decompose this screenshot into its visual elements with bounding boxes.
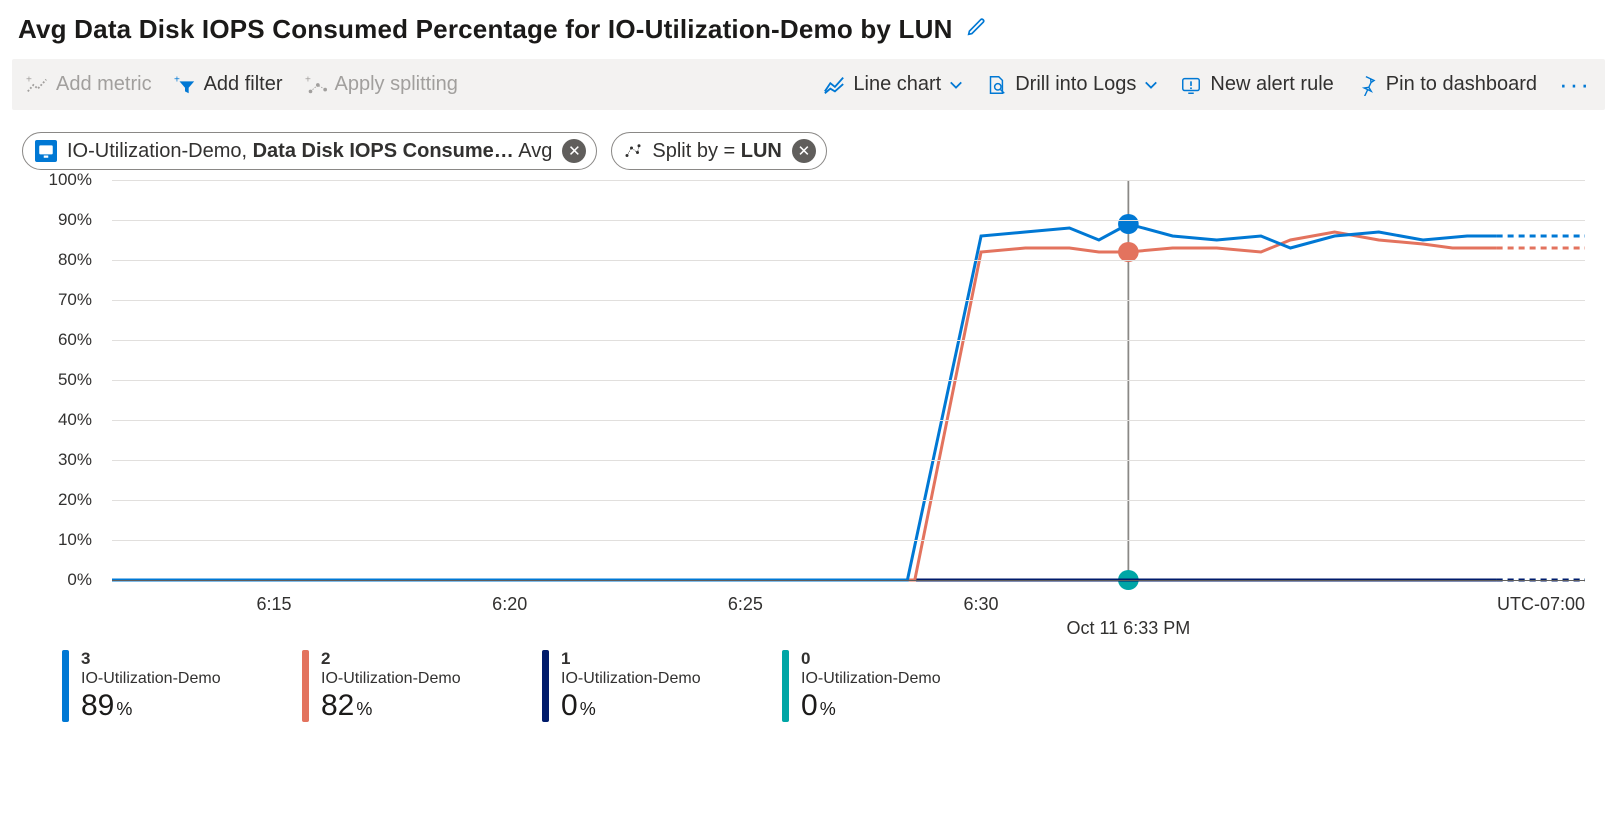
legend-value: 0% (801, 689, 941, 722)
legend-value: 82% (321, 689, 461, 722)
scatter-icon (624, 142, 642, 160)
chevron-down-icon (1144, 78, 1158, 92)
legend-resource-name: IO-Utilization-Demo (81, 669, 221, 690)
new-alert-rule-button[interactable]: New alert rule (1180, 73, 1333, 96)
legend-color-bar (302, 650, 309, 722)
logs-icon (985, 74, 1007, 96)
grid-line (112, 540, 1585, 541)
svg-text:+: + (305, 74, 311, 85)
y-tick-label: 10% (58, 530, 92, 550)
svg-text:+: + (26, 74, 32, 85)
y-tick-label: 30% (58, 450, 92, 470)
legend-value: 0% (561, 689, 701, 722)
x-tick-label: 6:25 (728, 594, 763, 615)
y-tick-label: 90% (58, 210, 92, 230)
plot-area[interactable] (112, 180, 1585, 580)
y-axis: 0%10%20%30%40%50%60%70%80%90%100% (22, 180, 102, 580)
add-metric-icon: + (26, 74, 48, 96)
chevron-down-icon (949, 78, 963, 92)
grid-line (112, 460, 1585, 461)
x-tick-label: 6:15 (256, 594, 291, 615)
add-filter-button[interactable]: + Add filter (174, 73, 283, 96)
grid-line (112, 260, 1585, 261)
pin-to-dashboard-button[interactable]: Pin to dashboard (1356, 73, 1537, 96)
legend-color-bar (782, 650, 789, 722)
timezone-label: UTC-07:00 (1497, 594, 1585, 615)
y-tick-label: 20% (58, 490, 92, 510)
hover-timestamp: Oct 11 6:33 PM (1066, 618, 1190, 639)
more-actions-button[interactable]: ··· (1559, 69, 1591, 100)
legend-item[interactable]: 2IO-Utilization-Demo82% (302, 650, 482, 722)
legend-resource-name: IO-Utilization-Demo (801, 669, 941, 690)
legend-resource-name: IO-Utilization-Demo (561, 669, 701, 690)
x-tick-label: 6:20 (492, 594, 527, 615)
x-axis: UTC-07:00 6:15 6:20 6:25 6:30 Oct 11 6:33 PM (112, 588, 1585, 638)
legend-item[interactable]: 0IO-Utilization-Demo0% (782, 650, 962, 722)
chart-title-row: Avg Data Disk IOPS Consumed Percentage f… (18, 14, 1605, 45)
filter-icon: + (174, 74, 196, 96)
apply-splitting-button[interactable]: + Apply splitting (305, 73, 458, 96)
legend-color-bar (62, 650, 69, 722)
series-line (112, 232, 1497, 580)
remove-split-icon[interactable]: ✕ (792, 139, 816, 163)
filter-pills: IO-Utilization-Demo, Data Disk IOPS Cons… (22, 132, 1605, 170)
legend-series-name: 3 (81, 650, 221, 669)
hover-marker (1118, 214, 1139, 234)
grid-line (112, 220, 1585, 221)
y-tick-label: 40% (58, 410, 92, 430)
legend-series-name: 1 (561, 650, 701, 669)
drill-into-logs-dropdown[interactable]: Drill into Logs (985, 73, 1158, 96)
legend-item[interactable]: 3IO-Utilization-Demo89% (62, 650, 242, 722)
y-tick-label: 80% (58, 250, 92, 270)
y-tick-label: 50% (58, 370, 92, 390)
grid-line (112, 180, 1585, 181)
legend-series-name: 0 (801, 650, 941, 669)
grid-line (112, 340, 1585, 341)
legend-value: 89% (81, 689, 221, 722)
pin-icon (1356, 74, 1378, 96)
vm-icon (35, 140, 57, 162)
y-tick-label: 100% (49, 170, 92, 190)
line-chart-icon (823, 74, 845, 96)
chart-legend: 3IO-Utilization-Demo89%2IO-Utilization-D… (62, 650, 1595, 722)
alert-icon (1180, 74, 1202, 96)
y-tick-label: 0% (67, 570, 92, 590)
metric-pill[interactable]: IO-Utilization-Demo, Data Disk IOPS Cons… (22, 132, 597, 170)
metrics-chart[interactable]: 0%10%20%30%40%50%60%70%80%90%100% UTC-07… (22, 180, 1595, 650)
series-line (112, 224, 1497, 580)
hover-marker (1118, 242, 1139, 262)
x-tick-label: 6:30 (964, 594, 999, 615)
legend-item[interactable]: 1IO-Utilization-Demo0% (542, 650, 722, 722)
grid-line (112, 300, 1585, 301)
legend-color-bar (542, 650, 549, 722)
chart-toolbar: + Add metric + Add filter + Apply splitt… (12, 59, 1605, 110)
grid-line (112, 500, 1585, 501)
legend-resource-name: IO-Utilization-Demo (321, 669, 461, 690)
split-icon: + (305, 74, 327, 96)
chart-type-dropdown[interactable]: Line chart (823, 73, 963, 96)
chart-title: Avg Data Disk IOPS Consumed Percentage f… (18, 14, 953, 45)
legend-series-name: 2 (321, 650, 461, 669)
split-pill[interactable]: Split by = LUN ✕ (611, 132, 827, 170)
add-metric-button[interactable]: + Add metric (26, 73, 152, 96)
grid-line (112, 420, 1585, 421)
edit-title-icon[interactable] (965, 16, 987, 43)
grid-line (112, 580, 1585, 581)
remove-metric-icon[interactable]: ✕ (562, 139, 586, 163)
y-tick-label: 70% (58, 290, 92, 310)
svg-text:+: + (174, 74, 180, 85)
grid-line (112, 380, 1585, 381)
y-tick-label: 60% (58, 330, 92, 350)
